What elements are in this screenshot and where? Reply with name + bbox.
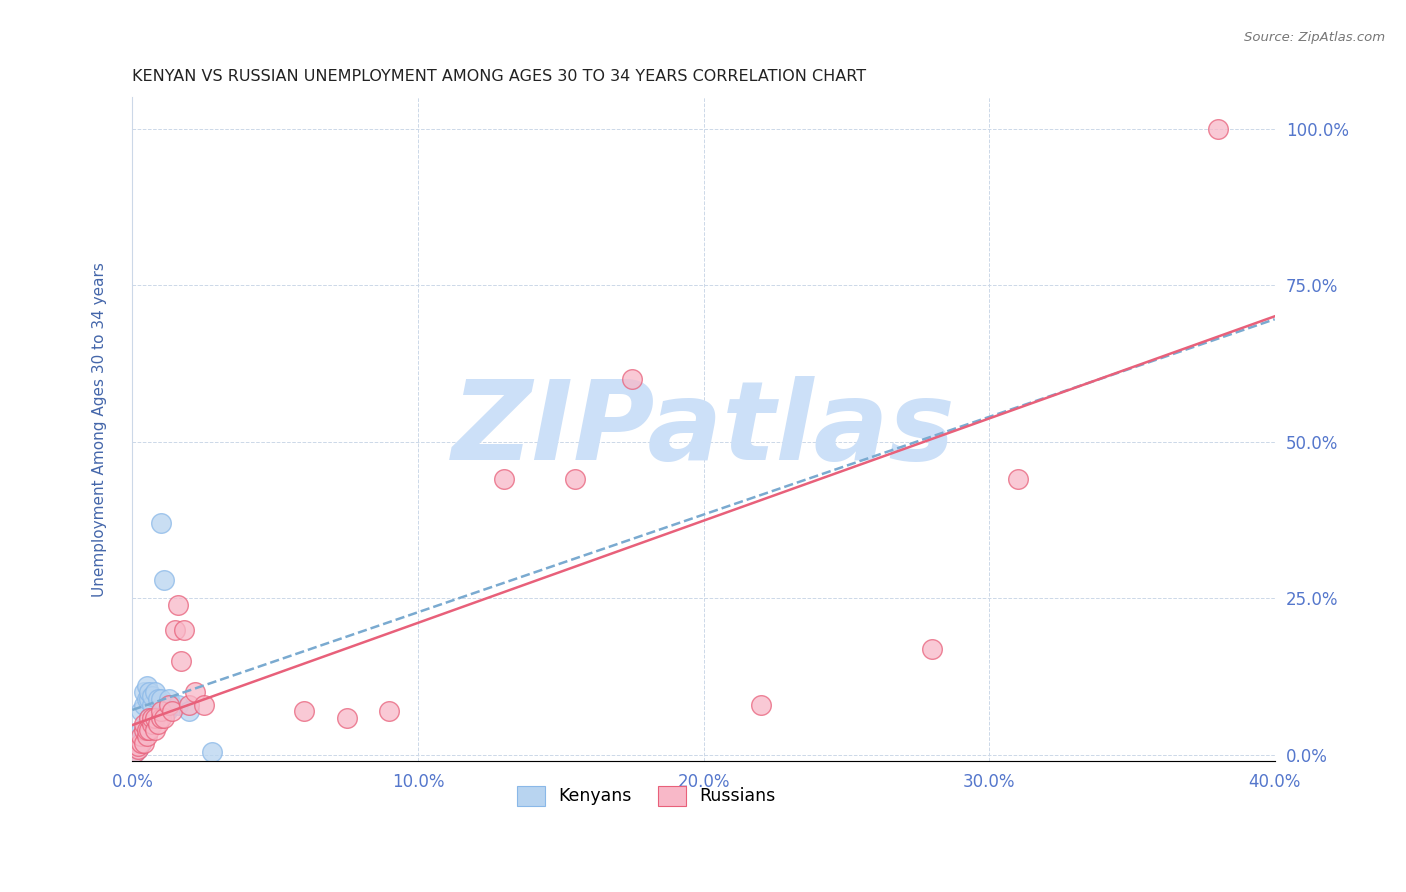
Point — [141, 698, 163, 712]
Point — [201, 745, 224, 759]
Point — [135, 679, 157, 693]
Point — [141, 716, 163, 731]
Point — [193, 698, 215, 712]
Point — [138, 710, 160, 724]
Point — [127, 742, 149, 756]
Point — [335, 710, 357, 724]
Point — [138, 685, 160, 699]
Point — [124, 745, 146, 759]
Point — [132, 723, 155, 737]
Point — [921, 641, 943, 656]
Legend: Kenyans, Russians: Kenyans, Russians — [510, 779, 783, 813]
Point — [1007, 472, 1029, 486]
Point — [143, 710, 166, 724]
Point — [129, 723, 152, 737]
Point — [170, 654, 193, 668]
Point — [129, 736, 152, 750]
Point — [152, 573, 174, 587]
Point — [135, 716, 157, 731]
Point — [179, 698, 201, 712]
Point — [162, 698, 184, 712]
Point — [149, 704, 172, 718]
Point — [149, 516, 172, 531]
Point — [155, 704, 177, 718]
Point — [132, 685, 155, 699]
Point — [152, 710, 174, 724]
Point — [167, 698, 190, 712]
Y-axis label: Unemployment Among Ages 30 to 34 years: Unemployment Among Ages 30 to 34 years — [93, 262, 107, 597]
Point — [149, 691, 172, 706]
Point — [138, 710, 160, 724]
Point — [127, 739, 149, 753]
Point — [141, 710, 163, 724]
Point — [159, 698, 181, 712]
Point — [129, 736, 152, 750]
Point — [378, 704, 401, 718]
Text: KENYAN VS RUSSIAN UNEMPLOYMENT AMONG AGES 30 TO 34 YEARS CORRELATION CHART: KENYAN VS RUSSIAN UNEMPLOYMENT AMONG AGE… — [132, 69, 866, 84]
Point — [621, 372, 644, 386]
Point — [124, 745, 146, 759]
Point — [143, 723, 166, 737]
Point — [135, 723, 157, 737]
Point — [138, 723, 160, 737]
Point — [135, 691, 157, 706]
Text: ZIPatlas: ZIPatlas — [451, 376, 956, 483]
Point — [127, 742, 149, 756]
Point — [129, 704, 152, 718]
Point — [749, 698, 772, 712]
Point — [173, 623, 195, 637]
Point — [127, 739, 149, 753]
Point — [1206, 121, 1229, 136]
Point — [129, 730, 152, 744]
Text: Source: ZipAtlas.com: Source: ZipAtlas.com — [1244, 31, 1385, 45]
Point — [141, 689, 163, 703]
Point — [179, 704, 201, 718]
Point — [143, 685, 166, 699]
Point — [149, 710, 172, 724]
Point — [146, 716, 169, 731]
Point — [292, 704, 315, 718]
Point — [146, 691, 169, 706]
Point — [165, 623, 187, 637]
Point — [167, 598, 190, 612]
Point — [492, 472, 515, 486]
Point — [564, 472, 586, 486]
Point — [135, 730, 157, 744]
Point — [184, 685, 207, 699]
Point — [132, 698, 155, 712]
Point — [132, 716, 155, 731]
Point — [132, 730, 155, 744]
Point — [138, 691, 160, 706]
Point — [159, 691, 181, 706]
Point — [132, 736, 155, 750]
Point — [162, 704, 184, 718]
